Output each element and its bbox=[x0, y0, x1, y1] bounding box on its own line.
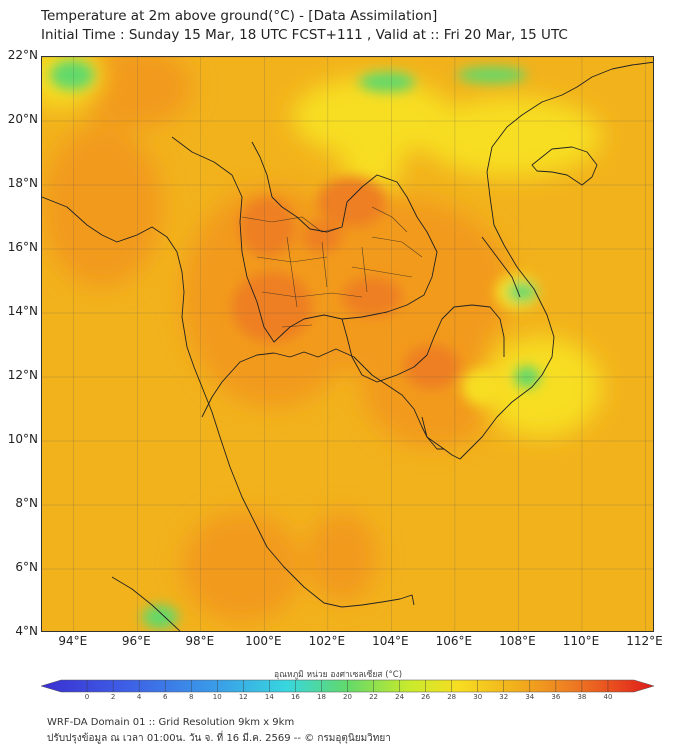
title-line-1: Temperature at 2m above ground(°C) - [Da… bbox=[41, 8, 438, 24]
colorbar-tick-label: 20 bbox=[343, 693, 352, 701]
colorbar-tick-label: 4 bbox=[136, 693, 142, 701]
colorbar-tick-label: 40 bbox=[603, 693, 613, 701]
temperature-map[interactable] bbox=[41, 56, 654, 632]
colorbar-tick-label: 14 bbox=[264, 693, 274, 701]
lon-label: 96°E bbox=[121, 634, 151, 648]
colorbar-tick-labels: 0 2 4 6 8 10 12 14 16 18 20 22 24 26 28 30 32 34 36 38 40 bbox=[0, 693, 676, 707]
coastlines-and-borders bbox=[42, 61, 653, 631]
map-canvas bbox=[42, 57, 653, 631]
colorbar-tick-label: 26 bbox=[421, 693, 431, 701]
colorbar-tick-label: 38 bbox=[577, 693, 587, 701]
lat-label: 6°N bbox=[15, 560, 38, 574]
colorbar-tick-label: 16 bbox=[290, 693, 300, 701]
footer-resolution: WRF-DA Domain 01 :: Grid Resolution 9km … bbox=[47, 717, 295, 728]
colorbar-tick-label: 34 bbox=[525, 693, 535, 701]
temperature-field bbox=[42, 57, 602, 629]
colorbar-tick-label: 6 bbox=[162, 693, 168, 701]
colorbar-tick-label: 28 bbox=[447, 693, 457, 701]
colorbar-title: อุณหภูมิ หน่วย องศาเซลเซียส (°C) bbox=[273, 670, 403, 680]
chart-title: Temperature at 2m above ground(°C) - [Da… bbox=[41, 7, 568, 45]
lat-label: 4°N bbox=[15, 624, 38, 638]
lat-label: 18°N bbox=[7, 176, 38, 190]
colorbar-tick-label: 30 bbox=[473, 693, 483, 701]
lon-label: 112°E bbox=[626, 634, 663, 648]
lon-label: 100°E bbox=[245, 634, 282, 648]
colorbar-tick-label: 18 bbox=[316, 693, 326, 701]
lat-label: 22°N bbox=[7, 48, 38, 62]
colorbar-tick-label: 36 bbox=[551, 693, 561, 701]
colorbar-tick-label: 0 bbox=[84, 693, 90, 701]
lat-label: 12°N bbox=[7, 368, 38, 382]
lat-label: 20°N bbox=[7, 112, 38, 126]
lon-label: 108°E bbox=[499, 634, 536, 648]
lat-label: 16°N bbox=[7, 240, 38, 254]
colorbar bbox=[41, 679, 654, 693]
colorbar-tick-label: 12 bbox=[238, 693, 248, 701]
lon-label: 102°E bbox=[308, 634, 346, 648]
lon-label: 110°E bbox=[562, 634, 600, 648]
colorbar-tick-label: 10 bbox=[212, 693, 222, 701]
colorbar-tick-label: 24 bbox=[395, 693, 405, 701]
lat-label: 14°N bbox=[7, 304, 38, 318]
colorbar-tick-label: 32 bbox=[499, 693, 509, 701]
lon-label: 94°E bbox=[58, 634, 88, 648]
title-line-2: Initial Time : Sunday 15 Mar, 18 UTC FCS… bbox=[41, 27, 568, 43]
lon-label: 106°E bbox=[435, 634, 473, 648]
lat-label: 8°N bbox=[15, 496, 38, 510]
lon-label: 98°E bbox=[185, 634, 215, 648]
lat-label: 10°N bbox=[7, 432, 38, 446]
footer-update-info: ปรับปรุงข้อมูล ณ เวลา 01:00น. วัน จ. ที่… bbox=[47, 733, 391, 744]
lat-lon-grid bbox=[42, 57, 653, 631]
lon-label: 104°E bbox=[372, 634, 409, 648]
colorbar-tick-label: 8 bbox=[188, 693, 194, 701]
colorbar-tick-label: 22 bbox=[369, 693, 378, 701]
colorbar-tick-label: 2 bbox=[110, 693, 116, 701]
province-borders bbox=[241, 206, 423, 328]
